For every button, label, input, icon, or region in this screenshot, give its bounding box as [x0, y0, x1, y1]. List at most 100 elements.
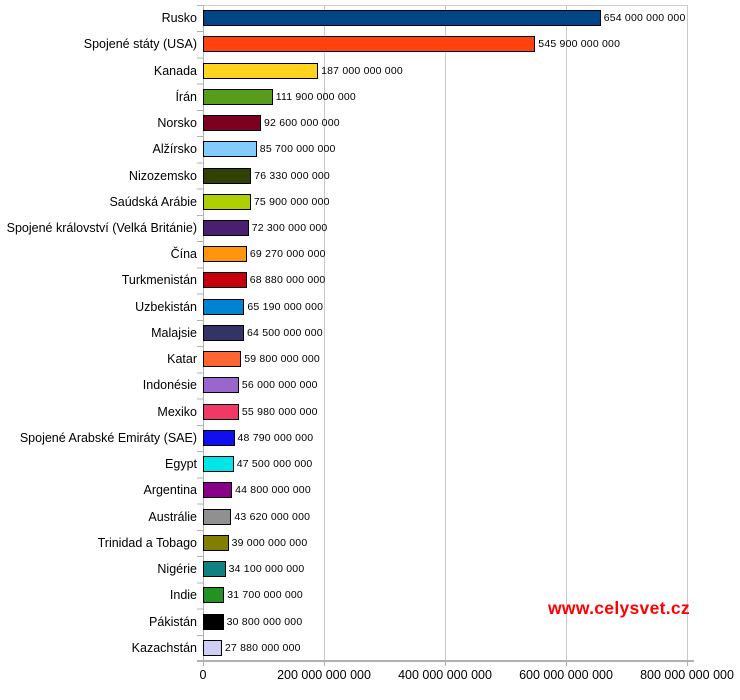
gridline-800b [687, 5, 688, 661]
bar-row: Mexiko 55 980 000 000 [0, 399, 740, 425]
bar-row: Kanada 187 000 000 000 [0, 57, 740, 83]
bar-row: Uzbekistán 65 190 000 000 [0, 294, 740, 320]
bar [203, 272, 247, 289]
bar [203, 298, 245, 315]
bar [203, 377, 239, 394]
category-label: Rusko [161, 11, 197, 26]
bar-row: Alžírsko 85 700 000 000 [0, 136, 740, 162]
value-label: 56 000 000 000 [241, 379, 318, 392]
category-label: Egypt [165, 457, 197, 472]
bar [203, 62, 319, 79]
category-label: Írán [175, 89, 197, 104]
value-label: 30 800 000 000 [226, 615, 303, 628]
bar [203, 639, 222, 656]
bar [203, 219, 249, 236]
bar-row: Saúdská Arábie 75 900 000 000 [0, 189, 740, 215]
value-label: 44 800 000 000 [235, 484, 311, 497]
x-axis-tick [445, 662, 446, 666]
category-label: Nizozemsko [128, 168, 197, 183]
category-label: Čína [170, 247, 197, 262]
x-axis-tick [687, 662, 688, 666]
category-label: Spojené státy (USA) [83, 37, 197, 52]
category-label: Austrálie [148, 509, 197, 524]
value-label: 654 000 000 000 [603, 12, 686, 25]
gridline-600b [566, 5, 567, 661]
x-tick-label: 600 000 000 000 [519, 668, 613, 682]
bar [203, 193, 251, 210]
gridline-400b [445, 5, 446, 661]
bar-row: Turkmenistán 68 880 000 000 [0, 267, 740, 293]
category-label: Spojené Arabské Emiráty (SAE) [19, 430, 197, 445]
bar-row: Čína 69 270 000 000 [0, 241, 740, 267]
bar [203, 115, 261, 132]
value-label: 55 980 000 000 [241, 405, 318, 418]
category-label: Katar [167, 352, 197, 367]
bar-row: Nigérie 34 100 000 000 [0, 556, 740, 582]
x-axis-tick [566, 662, 567, 666]
bar-row: Rusko 654 000 000 000 [0, 5, 740, 31]
value-label: 545 900 000 000 [538, 38, 621, 51]
category-label: Norsko [157, 116, 197, 131]
category-label: Turkmenistán [121, 273, 197, 288]
value-label: 48 790 000 000 [237, 431, 314, 444]
bar [203, 403, 239, 420]
value-label: 85 700 000 000 [259, 143, 336, 156]
bar-row: Malajsie 64 500 000 000 [0, 320, 740, 346]
category-label: Spojené království (Velká Británie) [6, 220, 197, 235]
bar [203, 10, 601, 27]
category-label: Kazachstán [131, 640, 197, 655]
category-label: Uzbekistán [135, 299, 197, 314]
bar [203, 36, 536, 53]
bar-row: Indonésie 56 000 000 000 [0, 372, 740, 398]
x-tick-label: 800 000 000 000 [640, 668, 734, 682]
value-label: 68 880 000 000 [249, 274, 326, 287]
bar [203, 141, 257, 158]
value-label: 65 190 000 000 [247, 300, 324, 313]
bar-row: Austrálie 43 620 000 000 [0, 503, 740, 529]
bar [203, 561, 226, 578]
gridline-200b [324, 5, 325, 661]
x-axis-tick [203, 662, 204, 666]
category-label: Alžírsko [152, 142, 197, 157]
bar-row: Spojené království (Velká Británie) 72 3… [0, 215, 740, 241]
category-label: Argentina [143, 483, 197, 498]
bar [203, 351, 242, 368]
bar [203, 613, 224, 630]
value-label: 43 620 000 000 [234, 510, 311, 523]
bar [203, 587, 225, 604]
bar-row: Nizozemsko 76 330 000 000 [0, 162, 740, 188]
x-tick-label: 200 000 000 000 [277, 668, 371, 682]
bar-row: Argentina 44 800 000 000 [0, 477, 740, 503]
value-label: 47 500 000 000 [236, 458, 313, 471]
value-label: 69 270 000 000 [249, 248, 326, 261]
value-label: 111 900 000 000 [275, 90, 356, 103]
bar [203, 456, 234, 473]
bar [203, 429, 235, 446]
value-label: 59 800 000 000 [244, 353, 320, 366]
x-axis-line [197, 660, 694, 662]
watermark-text: www.celysvet.cz [548, 598, 690, 618]
bar-rows-container: Rusko 654 000 000 000 Spojené státy (USA… [0, 5, 740, 661]
bar-row: Norsko 92 600 000 000 [0, 110, 740, 136]
bar-row: Katar 59 800 000 000 [0, 346, 740, 372]
category-label: Trinidad a Tobago [97, 535, 197, 550]
value-label: 27 880 000 000 [224, 641, 301, 654]
y-axis-ticks [197, 5, 203, 662]
bar [203, 88, 273, 105]
bar-row: Spojené státy (USA) 545 900 000 000 [0, 31, 740, 57]
bar-row: Indie 31 700 000 000 [0, 582, 740, 608]
bar-row: Pákistán 30 800 000 000 [0, 608, 740, 634]
bar [203, 482, 233, 499]
value-label: 92 600 000 000 [264, 117, 340, 130]
bar-row: Egypt 47 500 000 000 [0, 451, 740, 477]
bar-row: Spojené Arabské Emiráty (SAE) 48 790 000… [0, 425, 740, 451]
category-label: Indie [169, 588, 197, 603]
bar [203, 324, 244, 341]
value-label: 64 500 000 000 [247, 326, 323, 339]
category-label: Kanada [153, 63, 197, 78]
value-label: 76 330 000 000 [254, 169, 330, 182]
bar-row: Trinidad a Tobago 39 000 000 000 [0, 530, 740, 556]
category-label: Pákistán [149, 614, 197, 629]
value-label: 187 000 000 000 [321, 64, 403, 77]
